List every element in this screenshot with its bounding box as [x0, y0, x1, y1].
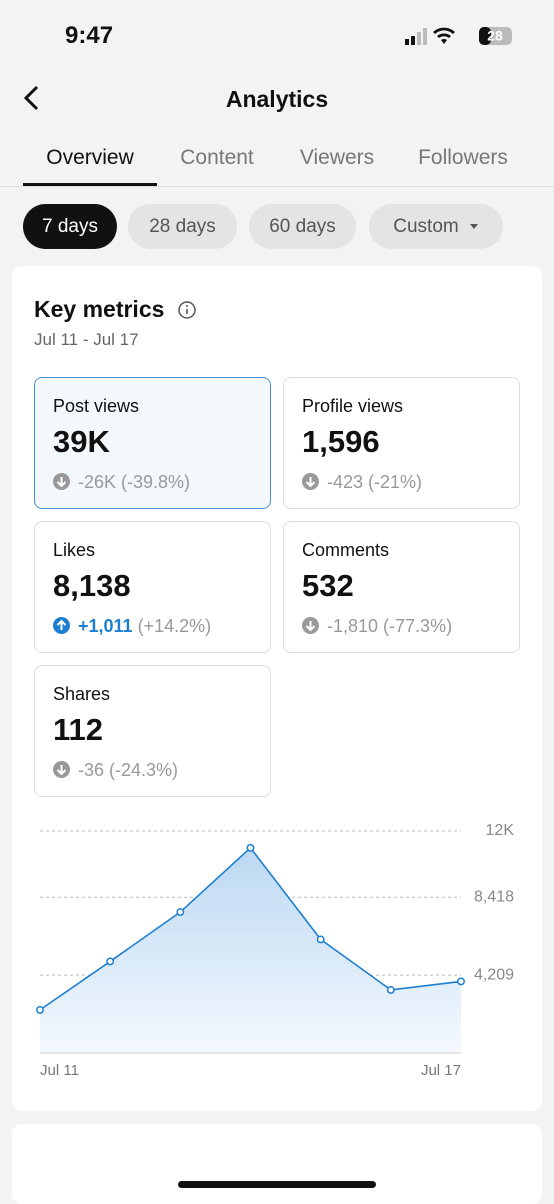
tab[interactable]: Viewers: [299, 146, 375, 169]
y-tick-label: 12K: [486, 822, 515, 839]
back-button[interactable]: [20, 84, 44, 112]
page-title: Analytics: [225, 86, 329, 112]
trend-icon: [53, 761, 70, 778]
tab[interactable]: Content: [180, 146, 254, 169]
metric-card[interactable]: Likes 8,138 +1,011 (+14.2%): [34, 521, 271, 653]
range-chip[interactable]: 60 days: [249, 204, 356, 249]
metric-value: 532: [302, 568, 354, 603]
trend-arrow: [56, 619, 67, 630]
metric-label: Comments: [302, 540, 390, 560]
dropdown-arrow: [470, 224, 478, 229]
metric-label: Likes: [53, 540, 96, 560]
date-range: Jul 11 - Jul 17: [34, 330, 139, 349]
metric-change-row: -36 (-24.3%): [78, 760, 178, 781]
data-point: [316, 935, 325, 944]
x-tick-label: Jul 11: [40, 1062, 79, 1079]
next-card: [12, 1124, 542, 1204]
metric-change: -1,810: [327, 616, 379, 636]
metric-change: -423: [327, 472, 364, 492]
range-chip[interactable]: Custom: [369, 204, 503, 249]
chip-label: 60 days: [269, 216, 336, 237]
metric-change: -36: [78, 760, 105, 780]
tab-underline: [23, 183, 157, 186]
metric-change-pct: (+14.2%): [137, 616, 212, 636]
data-point: [36, 1005, 44, 1014]
chip-label: Custom: [393, 216, 459, 237]
metric-change-row: +1,011 (+14.2%): [78, 616, 211, 637]
metric-change: -26K: [78, 472, 117, 492]
trend-arrow: [56, 477, 67, 488]
range-chip[interactable]: 28 days: [128, 204, 237, 249]
data-point: [106, 957, 115, 966]
area-fill: [40, 847, 461, 1053]
x-tick-label: Jul 17: [421, 1062, 461, 1079]
trend-arrow: [305, 621, 316, 632]
metric-card[interactable]: Profile views 1,596 -423 (-21%): [283, 377, 520, 509]
trend-icon: [302, 617, 319, 634]
trend-icon: [53, 473, 70, 490]
metric-change: +1,011: [78, 616, 133, 636]
time: 9:47: [65, 22, 114, 49]
metric-value: 112: [53, 712, 104, 747]
tab[interactable]: Followers: [418, 146, 508, 169]
metric-change-pct: (-21%): [368, 472, 423, 492]
metric-change-row: -26K (-39.8%): [78, 472, 190, 493]
trend-arrow: [305, 477, 316, 488]
trend-icon: [302, 473, 319, 490]
metric-card[interactable]: Post views 39K -26K (-39.8%): [34, 377, 271, 509]
metric-change-pct: (-39.8%): [121, 472, 191, 492]
metric-label: Shares: [53, 684, 111, 704]
trend-arrow: [56, 765, 67, 776]
metric-card[interactable]: Shares 112 -36 (-24.3%): [34, 665, 271, 797]
chip-label: 7 days: [42, 216, 98, 237]
chart: 4,209 8,418 12K Jul 11 Jul 17: [36, 822, 515, 1079]
metric-label: Post views: [53, 396, 140, 416]
data-point: [246, 843, 255, 852]
metric-change-pct: (-24.3%): [109, 760, 179, 780]
section-title: Key metrics: [34, 296, 165, 322]
divider: [0, 186, 554, 187]
y-tick-label: 4,209: [474, 966, 514, 983]
metric-change-row: -1,810 (-77.3%): [327, 616, 452, 637]
range-chip[interactable]: 7 days: [23, 204, 117, 249]
metric-value: 8,138: [53, 568, 131, 603]
data-point: [386, 985, 395, 994]
metric-change-row: -423 (-21%): [327, 472, 422, 493]
info-icon[interactable]: [177, 300, 197, 320]
metric-change-pct: (-77.3%): [383, 616, 453, 636]
metric-label: Profile views: [302, 396, 404, 416]
data-point: [457, 977, 465, 986]
home-indicator: [178, 1181, 376, 1188]
status-icons: 28: [405, 27, 512, 45]
metric-value: 1,596: [302, 424, 380, 459]
data-point: [176, 908, 185, 916]
y-tick-label: 8,418: [474, 888, 514, 905]
chip-label: 28 days: [149, 216, 216, 237]
trend-icon: [53, 617, 70, 634]
tab[interactable]: Overview: [46, 146, 134, 169]
metric-value: 39K: [53, 424, 110, 459]
battery: 28: [487, 28, 503, 44]
metric-card[interactable]: Comments 532 -1,810 (-77.3%): [283, 521, 520, 653]
